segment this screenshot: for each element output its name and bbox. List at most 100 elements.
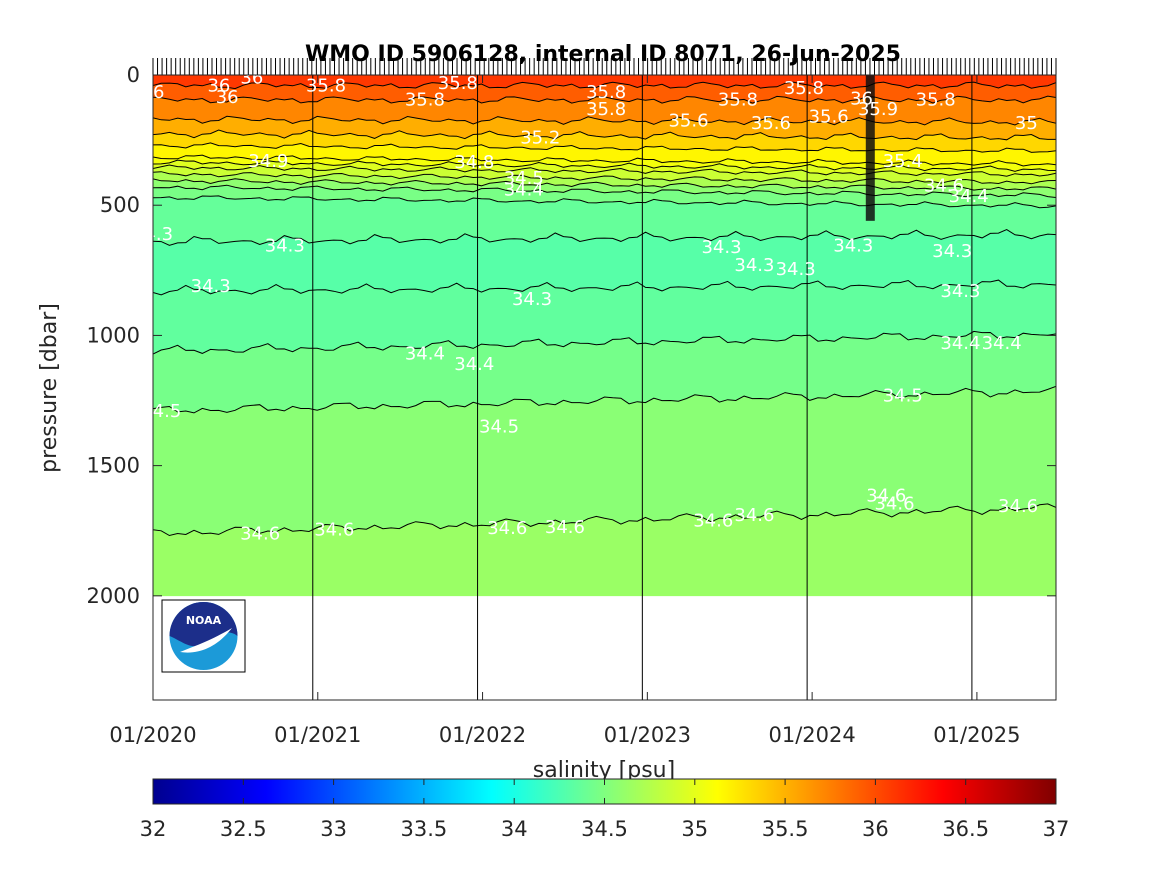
colorbar-tick-label: 33 [320,817,347,841]
contour-label: 35.8 [405,90,445,111]
contour-line [153,164,1056,177]
profile-tick-marks [152,58,1057,75]
contour-label: 35.8 [438,73,478,94]
contour-label: 34.5 [141,401,181,422]
contour-label: 34.3 [191,276,231,297]
contour-label: 35.8 [306,75,346,96]
contour-label: 34.3 [701,237,741,258]
contour-label: 34.8 [454,152,494,173]
contour-label: 34.5 [883,385,923,406]
contour-line [153,229,1056,246]
contour-label: 34.3 [776,259,816,280]
contour-label: 34.3 [940,281,980,302]
contour-line [153,178,1056,191]
contour-label: 34.6 [924,176,964,197]
contour-label: 34.3 [932,241,972,262]
contour-label: 34.4 [504,180,544,201]
contour-line [153,330,1056,355]
colorbar-tick-label: 32.5 [220,817,267,841]
contour-label: 34.9 [248,151,288,172]
contour-line [153,195,1056,209]
contour-line [153,503,1056,537]
contour-label: 34.4 [949,186,989,207]
dense-contour-column [865,75,875,221]
x-tick-label: 01/2024 [768,723,855,747]
contour-label: 34.5 [504,168,544,189]
contour-line [153,154,1056,167]
colorbar-tick-label: 36 [862,817,889,841]
x-axis: 01/2020 01/2021 01/2022 01/2023 01/2024 01/20… [109,75,1021,747]
colorbar-tick-label: 34.5 [581,817,628,841]
contour-label: 35.6 [751,113,791,134]
contour-label: 35.2 [520,128,560,149]
noaa-logo: NOAA [161,599,246,673]
y-tick-label: 2000 [87,584,140,608]
contour-lines [153,75,1056,700]
contour-line [153,115,1056,126]
contour-label: 36 [207,75,230,96]
contour-line [153,95,1056,104]
contour-label: 34.6 [314,519,354,540]
contour-label: 35 [1015,113,1038,134]
contour-label: 34.6 [874,493,914,514]
contour-line [153,81,1056,90]
contour-label: 35.8 [916,90,956,111]
contour-label: 35.8 [586,82,626,103]
y-tick-label: 1000 [87,323,140,347]
contour-line [153,142,1056,153]
contour-line [153,159,1056,172]
contour-label: 34.6 [866,486,906,507]
contour-label: 35.8 [718,90,758,111]
colorbar-tick-label: 35 [681,817,708,841]
contour-label: 35.6 [668,111,708,132]
contour-line [153,279,1056,296]
contour-label: 35.9 [858,99,898,120]
contour-line [153,385,1056,414]
contour-label: 34.4 [982,333,1022,354]
x-tick-label: 01/2021 [274,723,361,747]
contour-label: 34.6 [487,518,527,539]
y-axis: 0 500 1000 1500 2000 [87,63,1056,608]
colorbar-tick-label: 32 [140,817,167,841]
noaa-logo-text: NOAA [186,614,222,627]
contour-label: 36 [850,88,873,109]
colorbar-tick-label: 37 [1043,817,1070,841]
contour-label: 34.4 [940,333,980,354]
contour-label: 34.6 [693,510,733,531]
contour-label: 34.6 [240,523,280,544]
x-tick-label: 01/2023 [604,723,691,747]
contour-label: 35.8 [586,99,626,120]
y-tick-label: 0 [127,63,140,87]
colorbar-tick-label: 35.5 [762,817,809,841]
plot-frame [152,74,1057,701]
contour-label: 34.4 [454,354,494,375]
contour-label: 35.8 [784,78,824,99]
y-tick-label: 500 [100,193,140,217]
colorbar-tick-label: 36.5 [942,817,989,841]
x-tick-label: 01/2022 [439,723,526,747]
contour-label: 34.3 [265,236,305,257]
contour-label: 34.3 [133,224,173,245]
contour-label: 36 [216,87,239,108]
contour-label: 35.4 [883,151,923,172]
x-tick-label: 01/2025 [933,723,1020,747]
x-tick-label: 01/2020 [109,723,196,747]
contour-label: 34.6 [998,496,1038,517]
contour-label: 34.4 [405,344,445,365]
contour-label: 34.3 [512,289,552,310]
contour-label: 36 [142,82,165,103]
contour-label: 34.6 [734,505,774,526]
contour-line [153,171,1056,185]
y-axis-label: pressure [dbar] [37,303,62,473]
colorbar-ticks: 32 32.5 33 33.5 34 34.5 35 35.5 36 36.5 37 [140,779,1070,841]
chart-title: WMO ID 5906128, internal ID 8071, 26-Jun… [305,42,901,67]
colorbar-tick-label: 33.5 [401,817,448,841]
contour-label: 34.3 [833,236,873,257]
y-tick-label: 1500 [87,454,140,478]
colorbar-tick-label: 34 [501,817,528,841]
contour-label: 35.6 [809,107,849,128]
contour-label: 36 [240,68,263,89]
contour-line [153,129,1056,141]
contour-label: 34.5 [479,417,519,438]
